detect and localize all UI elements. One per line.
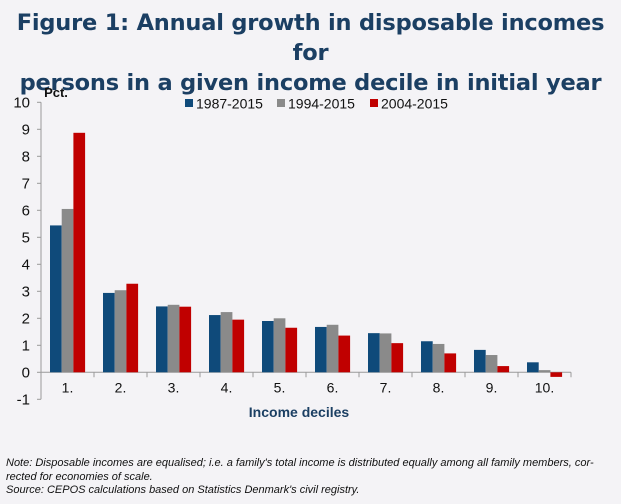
x-tick-label: 4.	[221, 379, 233, 395]
bar-1994-2015-decile-10	[538, 370, 551, 373]
bar-2004-2015-decile-9	[497, 366, 510, 373]
legend-swatch	[370, 99, 378, 107]
bar-1994-2015-decile-4	[220, 312, 233, 373]
x-tick-label: 3.	[168, 379, 180, 395]
y-tick-label: 2	[22, 310, 30, 327]
chart-title-line-2: persons in a given income decile in init…	[19, 70, 602, 96]
bar-1994-2015-decile-5	[273, 318, 286, 373]
y-tick-label: 3	[22, 283, 30, 300]
y-tick-label: 0	[22, 364, 30, 381]
chart-title: Figure 1: Annual growth in disposable in…	[0, 8, 621, 98]
note-line-2: rected for economies of scale.	[6, 470, 153, 483]
bars	[50, 132, 563, 377]
bar-1987-2015-decile-9	[474, 349, 486, 373]
x-tick-label: 2.	[115, 379, 127, 395]
bar-2004-2015-decile-8	[444, 353, 457, 373]
bar-1987-2015-decile-8	[421, 341, 433, 373]
x-tick-label: 1.	[62, 379, 74, 395]
bar-1994-2015-decile-7	[379, 333, 392, 373]
bar-1987-2015-decile-3	[156, 306, 168, 373]
source-line: Source: CEPOS calculations based on Stat…	[6, 484, 360, 496]
legend-label: 1994-2015	[288, 96, 355, 112]
y-tick-label: 8	[22, 148, 30, 165]
bar-1994-2015-decile-9	[485, 355, 498, 373]
y-tick-label: 5	[22, 229, 30, 246]
bar-1994-2015-decile-1	[61, 208, 74, 373]
bar-2004-2015-decile-3	[179, 306, 192, 373]
bar-2004-2015-decile-5	[285, 327, 298, 373]
y-tick-label: 10	[13, 94, 30, 111]
bar-1994-2015-decile-8	[432, 343, 445, 373]
bar-2004-2015-decile-4	[232, 319, 245, 373]
y-tick-label: 4	[22, 256, 30, 273]
legend-swatch	[277, 99, 285, 107]
y-tick-label: 7	[22, 175, 30, 192]
bar-1987-2015-decile-2	[103, 292, 115, 373]
legend-label: 1987-2015	[196, 96, 263, 112]
x-tick-label: 10.	[535, 379, 554, 395]
y-tick-label: 1	[22, 337, 30, 354]
bar-1987-2015-decile-4	[209, 315, 221, 373]
bar-1987-2015-decile-7	[368, 333, 380, 373]
x-axis-title: Income deciles	[249, 404, 350, 420]
y-tick-label: 9	[22, 121, 30, 138]
bar-1994-2015-decile-2	[114, 290, 127, 373]
x-tick-label: 5.	[274, 379, 286, 395]
bar-1994-2015-decile-6	[326, 324, 339, 373]
y-axis-unit-label: Pct.	[44, 85, 68, 100]
x-tick-label: 6.	[327, 379, 339, 395]
legend-swatch	[185, 99, 193, 107]
y-tick-label: 6	[22, 202, 30, 219]
legend: 1987-2015 1994-2015 2004-2015	[185, 96, 448, 112]
bar-1994-2015-decile-3	[167, 304, 180, 373]
note-line-1: Note: Disposable incomes are equalised; …	[6, 457, 594, 469]
legend-label: 2004-2015	[381, 96, 448, 112]
x-tick-label: 7.	[380, 379, 392, 395]
bar-1987-2015-decile-1	[50, 225, 62, 373]
bar-2004-2015-decile-2	[126, 283, 139, 373]
chart-title-line-1: Figure 1: Annual growth in disposable in…	[16, 10, 605, 66]
bar-1987-2015-decile-10	[527, 362, 539, 373]
bar-1987-2015-decile-6	[315, 326, 327, 373]
x-tick-label: 9.	[486, 379, 498, 395]
x-axis: 1. 2. 3. 4. 5. 6. 7. 8. 9. 10.	[41, 371, 572, 395]
x-tick-label: 8.	[433, 379, 445, 395]
bar-2004-2015-decile-10	[550, 372, 563, 377]
chart-notes: Note: Disposable incomes are equalised; …	[6, 457, 616, 498]
bar-2004-2015-decile-7	[391, 343, 404, 373]
bar-2004-2015-decile-1	[73, 132, 86, 373]
y-tick-label: -1	[17, 391, 30, 408]
bar-1987-2015-decile-5	[262, 321, 274, 373]
bar-2004-2015-decile-6	[338, 335, 351, 373]
